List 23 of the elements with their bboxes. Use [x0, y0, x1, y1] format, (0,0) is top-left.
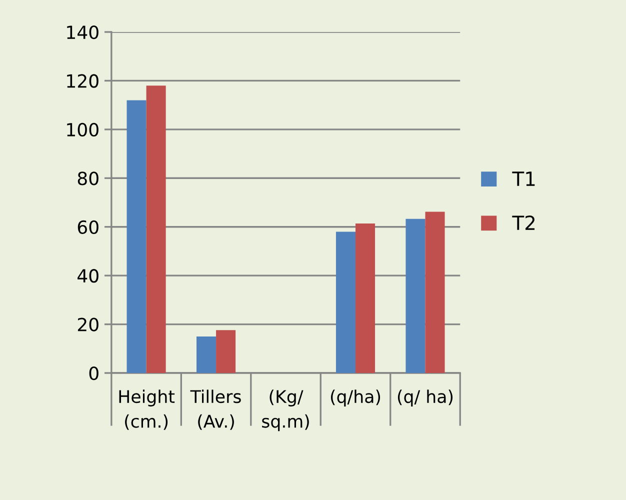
y-tick-label: 80 [78, 172, 98, 186]
legend-label: T1 [512, 172, 535, 186]
bar [406, 218, 426, 373]
x-tick-label: (q/ ha) [398, 390, 453, 406]
y-tick-label: 120 [67, 74, 98, 88]
bar [336, 232, 356, 373]
y-tick-label: 140 [67, 25, 98, 40]
bar [216, 330, 236, 373]
x-tick-label: (Kg/ sq.m) [262, 390, 309, 432]
x-tick-label: Height (cm.) [119, 390, 175, 430]
x-tick-label: (q/ha) [330, 390, 380, 406]
bar [196, 336, 216, 373]
y-tick-label: 20 [78, 318, 98, 332]
legend-label: T2 [512, 215, 535, 230]
bar [146, 86, 166, 373]
y-tick-label: 0 [89, 366, 98, 380]
y-tick-label: 60 [78, 220, 98, 234]
bar [126, 100, 146, 373]
y-tick-label: 100 [67, 122, 98, 137]
bar [425, 212, 445, 373]
x-tick-label: Tillers (Av.) [190, 390, 241, 430]
bar [356, 223, 376, 373]
y-tick-label: 40 [78, 269, 98, 283]
